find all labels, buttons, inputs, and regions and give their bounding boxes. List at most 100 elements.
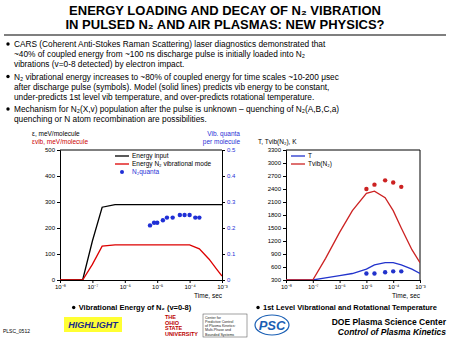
tick-label: 300 [271,277,282,283]
tick: 2100 [268,199,286,205]
tick-mark [283,228,286,229]
tick: 0.1 [222,251,236,257]
chart-title: Vibrational Energy of N₂ (v=0-8) [79,303,192,312]
data-point [364,187,368,191]
tick-label: 10⁻³ [415,284,426,290]
bullet-text: Mechanism for N₂(X,v) population after t… [14,104,339,114]
data-point [178,213,182,217]
tick: 2400 [268,186,286,192]
data-point [383,270,387,274]
y-axis: 0100200300400500 [45,147,61,283]
tick-label: 2700 [268,173,282,179]
data-point [193,215,197,219]
tick-mark [222,228,225,229]
title: IN PULSED N₂ AND AIR PLASMAS: NEW PHYSIC… [66,17,385,32]
tick-mark [125,280,126,283]
tick: 10⁻⁸ [281,280,293,290]
tick-mark [283,215,286,216]
axis-line [223,151,226,281]
tick-mark [57,254,60,255]
tick-label: 200 [45,225,56,231]
axis-line [283,151,287,281]
tick-mark [283,150,286,151]
tick-label: 1800 [268,212,282,218]
y-axis: 3006009001200150018002100240027003000330… [268,147,287,283]
tick: 900 [271,251,286,257]
highlight-label: HIGHLIGHT [68,320,119,330]
tick-mark [283,241,286,242]
chart-title: 1st Level Vibrational and Rotational Tem… [263,303,437,312]
tick: 0.5 [222,147,236,153]
tick-label: 10⁻⁸ [281,284,293,290]
tick: 100 [45,251,60,257]
bullet-text: CARS (Coherent Anti-Stokes Raman Scatter… [14,39,326,49]
footer: PLSC_0512HIGHLIGHTTHEOHIOSTATEUNIVERSITY… [3,314,447,337]
tick: 10⁻⁷ [308,280,319,290]
data-point [155,221,159,225]
tick: 10⁻³ [415,280,426,290]
tick-mark [92,280,93,283]
tick: 1200 [268,238,286,244]
tick-mark [340,280,341,283]
tick-label: 10⁻⁷ [87,284,98,290]
tick-label: 10⁻³ [217,284,228,290]
tick-label: 10⁻⁸ [55,284,67,290]
data-point [372,271,376,275]
legend-label: Tvib(N₂) [308,160,332,168]
tick-mark [57,176,60,177]
plot-marks [60,205,222,280]
y-axis-title: T, Tvib(N₂), K [258,138,297,146]
tick: 400 [45,173,60,179]
bullet-text: ~40% of coupled energy from ~100 ns disc… [14,49,305,59]
tick: 3000 [268,160,286,166]
tick: 0.4 [222,173,236,179]
tick-mark [222,254,225,255]
axis-line [61,281,223,284]
tick: 10⁻⁴ [388,280,400,290]
tick: 300 [45,199,60,205]
tick-mark [283,163,286,164]
tick: 10⁻⁵ [361,280,373,290]
x-axis-title: Time, sec [194,292,223,299]
data-point [391,269,395,273]
tick: 0 [222,277,231,283]
tick-label: 3300 [268,147,282,153]
tick-label: 10⁻⁷ [308,284,319,290]
data-line [60,205,222,280]
axis-line [287,281,421,284]
tick-label: 10⁻⁴ [184,284,196,290]
tick-label: 1500 [268,225,282,231]
tick-label: 0.1 [227,251,236,257]
y2-axis: 00.10.20.30.40.5 [222,147,236,283]
center-subtitle: Control of Plasma Kinetics [338,327,446,337]
data-point [161,218,165,222]
tick: 1500 [268,225,286,231]
tick-mark [283,202,286,203]
tick-label: 1200 [268,238,282,244]
data-point [399,185,403,189]
tick: 10⁻⁷ [87,280,98,290]
psc-logo: PSC [259,318,286,333]
data-line [60,245,222,280]
title: ENERGY LOADING AND DECAY OF N₂ VIBRATION [69,3,381,18]
tick: 10⁻⁶ [120,280,132,290]
x-axis: 10⁻⁸10⁻⁷10⁻⁶10⁻⁵10⁻⁴10⁻³ [55,280,228,290]
tick-label: 100 [45,251,56,257]
tick-mark [57,228,60,229]
tick-mark [366,280,367,283]
tick-mark [222,280,225,281]
tick: 10⁻⁶ [335,280,347,290]
tick-mark [283,189,286,190]
data-point [165,215,169,219]
tick: 0 [52,277,60,283]
data-point [364,271,368,275]
tick: 0.2 [222,225,236,231]
plot-frame [60,150,222,151]
bullet-text: vibrations (v=0-8 detected) by electron … [14,59,184,69]
legend-marker [115,155,129,156]
tick: 3300 [268,147,286,153]
center-logo-box [203,314,247,337]
axis-line [57,151,61,281]
legend-label: Energy input [132,152,169,160]
tick-mark [222,176,225,177]
